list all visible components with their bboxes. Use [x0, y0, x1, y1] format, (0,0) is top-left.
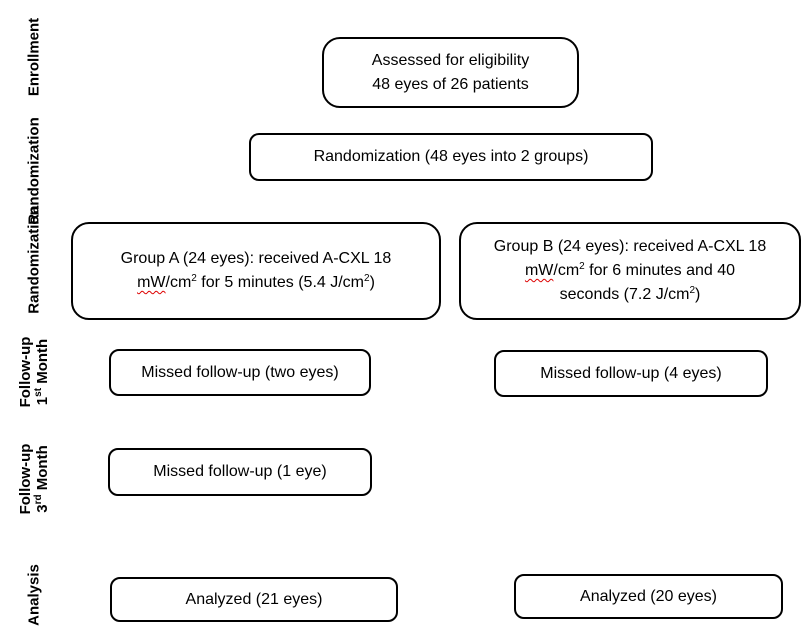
followup1-month: Month [34, 338, 51, 388]
missed-followup-a1-box: Missed follow-up (two eyes) [109, 349, 371, 396]
analyzed-b-text: Analyzed (20 eyes) [580, 587, 717, 605]
group-b-sup1: 2 [579, 261, 585, 272]
stage-label-allocation: Randomization [26, 206, 43, 314]
analyzed-b-box: Analyzed (20 eyes) [514, 574, 783, 619]
stage-label-followup-3rd-month: Follow-up 3rd Month [17, 444, 51, 515]
group-b-l3a: seconds (7.2 J/cm [559, 286, 690, 303]
stage-label-followup-1st-month: Follow-up 1st Month [17, 337, 51, 408]
followup3-line2: 3rd Month [33, 444, 51, 515]
group-a-box: Group A (24 eyes): received A-CXL 18 mW/… [71, 222, 441, 320]
group-a-text: Group A (24 eyes): received A-CXL 18 mW/… [121, 247, 392, 295]
group-b-sup2: 2 [689, 285, 696, 296]
stage-label-analysis-text: Analysis [25, 564, 43, 626]
stage-label-analysis: Analysis [26, 564, 43, 626]
group-b-line1: Group B (24 eyes): received A-CXL 18 [493, 238, 767, 255]
group-b-l2a: /cm [553, 262, 580, 279]
followup3-line1: Follow-up [17, 443, 34, 515]
followup3-sup: rd [33, 494, 44, 505]
followup3-month: Month [34, 445, 51, 495]
group-a-l2a: /cm [165, 274, 192, 291]
group-b-box: Group B (24 eyes): received A-CXL 18 mW/… [459, 222, 801, 320]
group-b-l2b: for 6 minutes and 40 [584, 262, 736, 279]
stage-label-enrollment: Enrollment [26, 18, 43, 96]
randomization-text: Randomization (48 eyes into 2 groups) [313, 148, 589, 165]
followup3-num: 3 [34, 504, 51, 513]
followup1-line1: Follow-up [17, 336, 34, 408]
group-a-l2b: for 5 minutes (5.4 J/cm [196, 274, 365, 291]
group-a-sup1: 2 [191, 273, 197, 284]
missed-followup-b1-text: Missed follow-up (4 eyes) [540, 364, 722, 382]
group-a-line2: mW/cm2 for 5 minutes (5.4 J/cm2) [121, 271, 392, 295]
stage-label-enrollment-text: Enrollment [25, 17, 43, 97]
group-a-l2c: ) [369, 274, 375, 291]
analyzed-a-box: Analyzed (21 eyes) [110, 577, 398, 622]
group-b-line2: mW/cm2 for 6 minutes and 40 [494, 259, 766, 283]
randomization-box: Randomization (48 eyes into 2 groups) [249, 133, 653, 181]
eligibility-text: Assessed for eligibility 48 eyes of 26 p… [372, 49, 529, 97]
group-b-line3: seconds (7.2 J/cm2) [494, 283, 766, 307]
stage-label-allocation-text: Randomization [25, 206, 43, 314]
group-a-sup2: 2 [364, 273, 370, 284]
group-b-unit: mW [524, 262, 554, 279]
followup1-sup: st [33, 387, 44, 397]
analyzed-a-text: Analyzed (21 eyes) [185, 590, 323, 608]
missed-followup-a1-text: Missed follow-up (two eyes) [141, 363, 339, 381]
missed-followup-a3-text: Missed follow-up (1 eye) [153, 463, 327, 480]
missed-followup-b1-box: Missed follow-up (4 eyes) [494, 350, 768, 397]
followup1-line2: 1st Month [33, 337, 51, 408]
missed-followup-a3-box: Missed follow-up (1 eye) [108, 448, 372, 496]
eligibility-box: Assessed for eligibility 48 eyes of 26 p… [322, 37, 579, 108]
group-b-text: Group B (24 eyes): received A-CXL 18 mW/… [494, 235, 766, 307]
group-a-line1: Group A (24 eyes): received A-CXL 18 [120, 250, 392, 267]
group-b-l3b: ) [695, 286, 701, 303]
eligibility-line1: Assessed for eligibility [371, 51, 530, 69]
group-a-unit: mW [137, 274, 166, 291]
eligibility-line2: 48 eyes of 26 patients [372, 75, 529, 93]
followup1-num: 1 [34, 396, 51, 406]
